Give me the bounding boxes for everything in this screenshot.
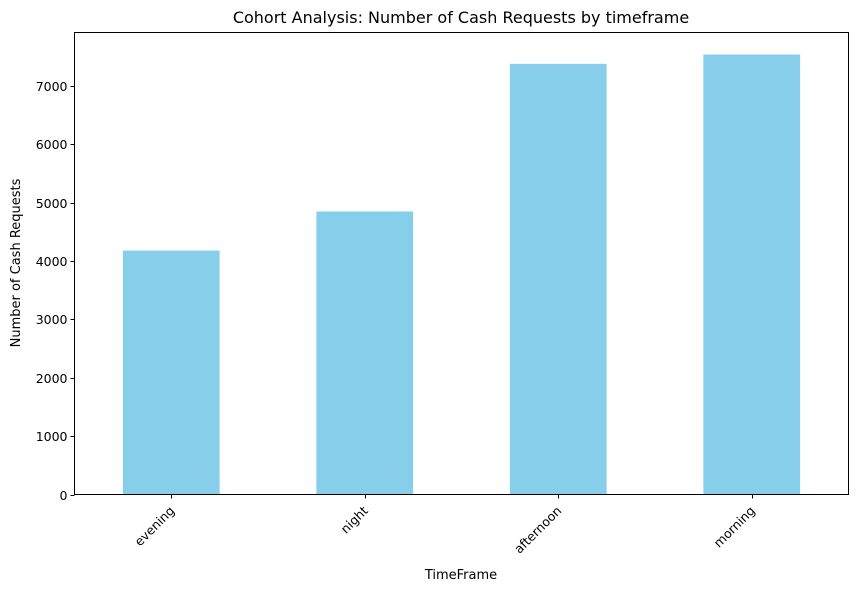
x-axis-ticks: evening night afternoon morning bbox=[131, 494, 758, 556]
bar-evening bbox=[122, 250, 220, 495]
y-tick-label: 7000 bbox=[36, 79, 68, 94]
x-tick-label: afternoon bbox=[511, 503, 564, 556]
bar-afternoon bbox=[509, 63, 607, 495]
y-axis-ticks: 0 1000 2000 3000 4000 5000 6000 7000 bbox=[36, 79, 75, 503]
y-tick-label: 1000 bbox=[36, 429, 68, 444]
x-tick-label: evening bbox=[131, 503, 177, 549]
x-tick-label: morning bbox=[710, 503, 757, 550]
y-axis-label: Number of Cash Requests bbox=[9, 178, 24, 347]
y-tick-label: 4000 bbox=[36, 254, 68, 269]
plot-frame bbox=[74, 32, 849, 495]
y-tick-label: 0 bbox=[60, 488, 68, 503]
bars bbox=[122, 54, 801, 495]
chart-title: Cohort Analysis: Number of Cash Requests… bbox=[233, 8, 689, 27]
y-tick-label: 6000 bbox=[36, 137, 68, 152]
y-tick-label: 3000 bbox=[36, 312, 68, 327]
y-tick-label: 2000 bbox=[36, 371, 68, 386]
y-tick-label: 5000 bbox=[36, 196, 68, 211]
bar-night bbox=[316, 211, 414, 495]
x-tick-label: night bbox=[338, 503, 371, 536]
bar-morning bbox=[703, 54, 801, 495]
x-axis-label: TimeFrame bbox=[424, 568, 497, 583]
